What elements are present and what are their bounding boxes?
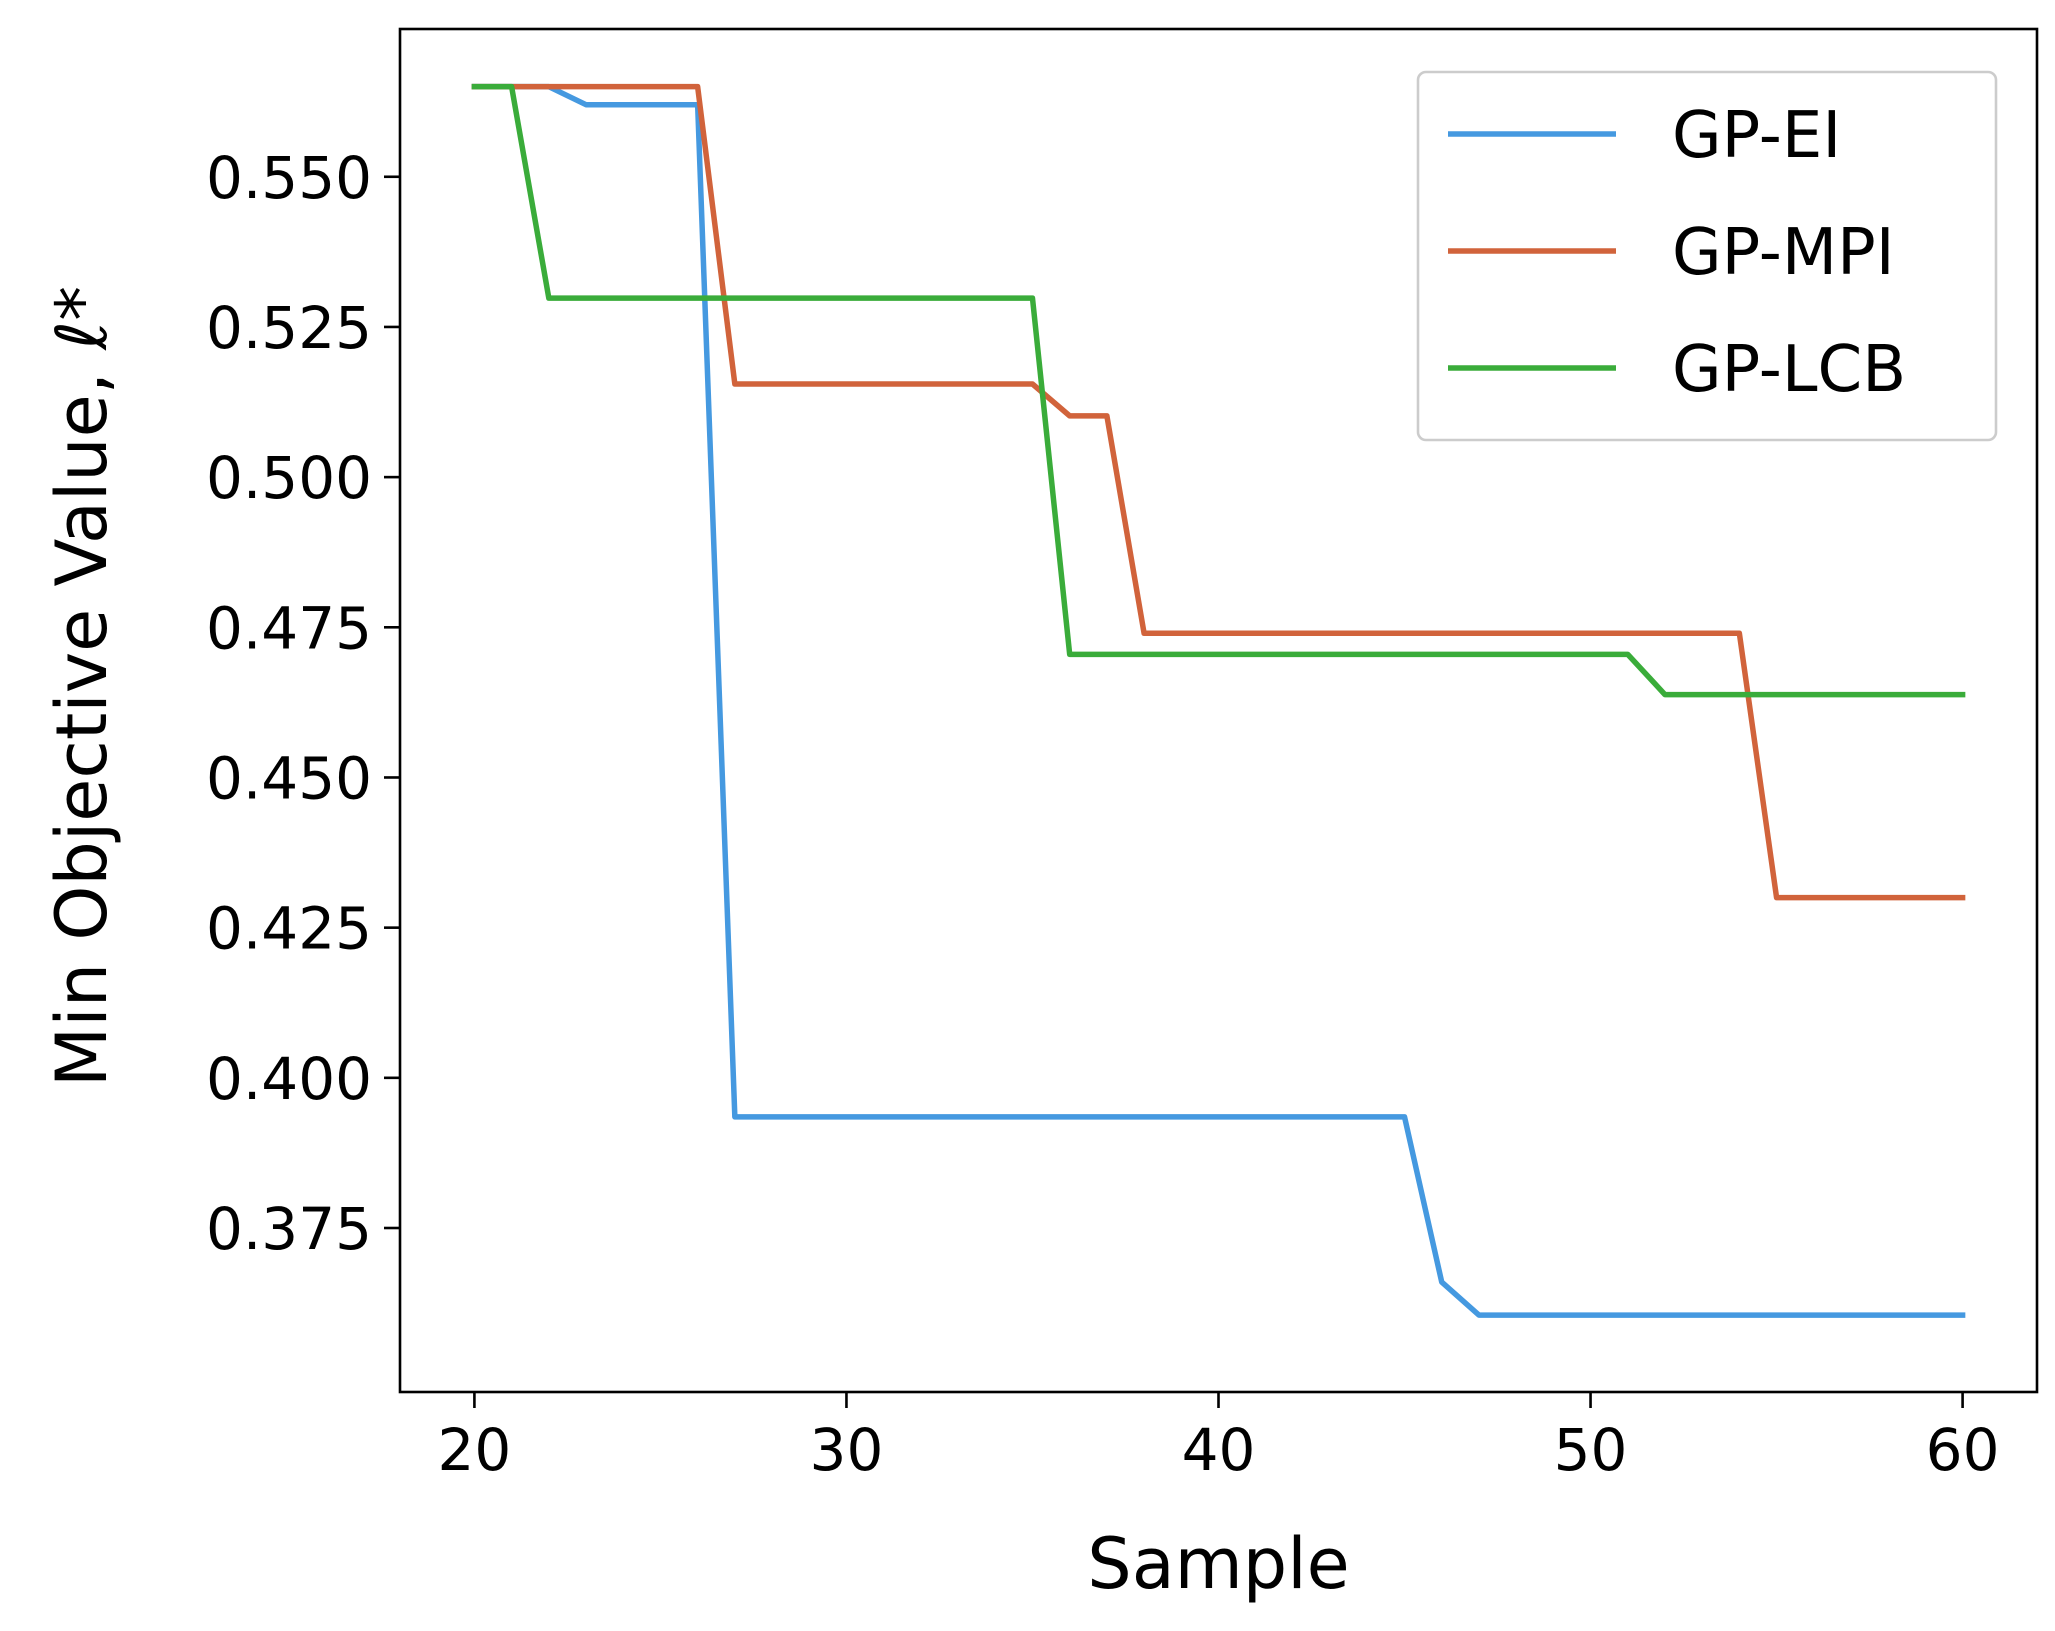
legend-label: GP-LCB (1672, 333, 1906, 407)
x-axis: 20 30 40 50 60 (438, 1392, 2000, 1484)
legend-label: GP-MPI (1672, 216, 1895, 290)
x-tick-label: 20 (438, 1416, 512, 1484)
y-tick-label: 0.375 (206, 1195, 372, 1263)
legend-box (1416, 70, 1998, 442)
y-axis-label: Min Objective Value, ℓ* (41, 286, 123, 1087)
series-layer (471, 83, 1966, 1318)
series-line-gp-ei (471, 83, 1966, 1318)
y-tick-label: 0.475 (206, 594, 372, 662)
series-line-gp-mpi (471, 83, 1966, 901)
y-tick-label: 0.550 (206, 144, 372, 212)
x-tick-label: 40 (1182, 1416, 1256, 1484)
y-tick-label: 0.425 (206, 895, 372, 963)
x-tick-label: 30 (810, 1416, 884, 1484)
legend-item-gp-lcb: GP-LCB (1448, 333, 1906, 407)
series-line-gp-lcb (471, 83, 1966, 698)
x-axis-label: Sample (1087, 1523, 1349, 1605)
legend: GP-EI GP-MPI GP-LCB (1416, 70, 1998, 442)
y-tick-label: 0.400 (206, 1045, 372, 1113)
y-tick-label: 0.450 (206, 744, 372, 812)
x-tick-label: 60 (1926, 1416, 2000, 1484)
y-tick-label: 0.525 (206, 294, 372, 362)
y-axis: 0.375 0.400 0.425 0.450 0.475 0.500 0.525 0.550 (206, 144, 400, 1263)
legend-item-gp-ei: GP-EI (1448, 99, 1841, 173)
x-tick-label: 50 (1554, 1416, 1628, 1484)
legend-label: GP-EI (1672, 99, 1841, 173)
legend-item-gp-mpi: GP-MPI (1448, 216, 1895, 290)
y-tick-label: 0.500 (206, 444, 372, 512)
